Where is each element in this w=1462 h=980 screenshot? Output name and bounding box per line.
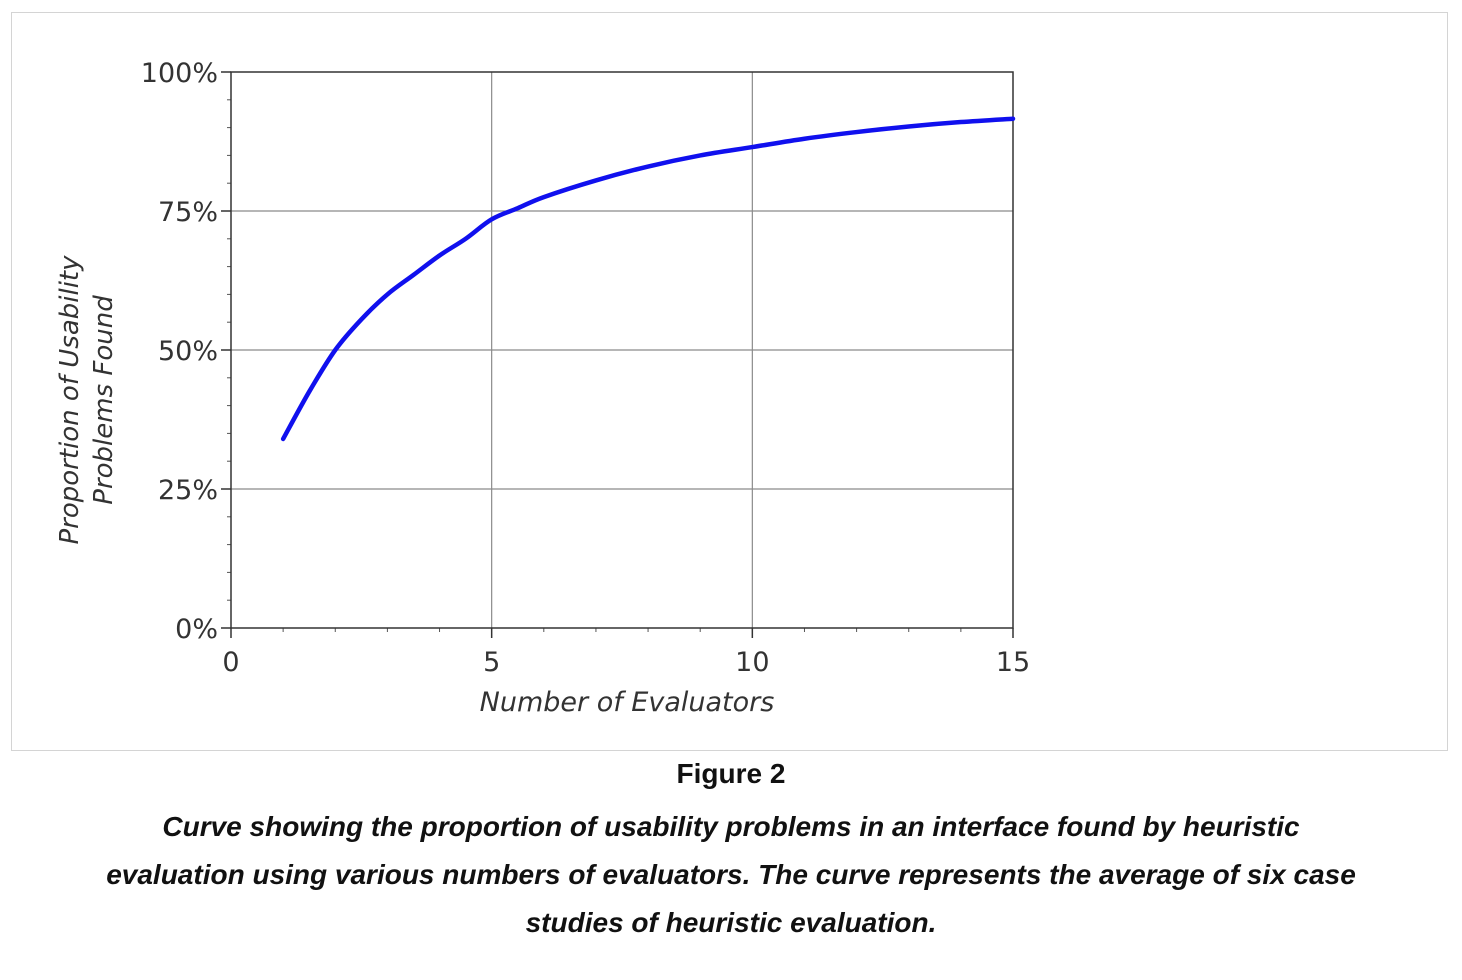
y-tick-label: 100% [141, 58, 218, 89]
x-axis-title: Number of Evaluators [480, 687, 775, 718]
y-tick-label: 0% [175, 614, 218, 645]
figure-number: Figure 2 [676, 758, 786, 789]
caption-line: evaluation using various numbers of eval… [106, 859, 1356, 890]
y-tick-labels: 0% 25% 50% 75% 100% [141, 58, 218, 645]
chart-frame: 0% 25% 50% 75% 100% 0 5 10 15 Number of Evaluat… [11, 12, 1448, 751]
x-tick-label: 15 [996, 647, 1030, 678]
x-tick-label: 5 [483, 647, 500, 678]
x-tick-labels: 0 5 10 15 [222, 647, 1030, 678]
series-line [280, 116, 1016, 442]
y-axis-title: Proportion of Usability Problems Found [55, 255, 119, 545]
y-tick-label: 75% [158, 197, 218, 228]
caption-line: studies of heuristic evaluation. [525, 907, 937, 938]
grid-lines [231, 72, 1013, 628]
y-tick-label: 50% [158, 336, 218, 367]
y-tick-label: 25% [158, 475, 218, 506]
line-chart: 0% 25% 50% 75% 100% 0 5 10 15 Number of Evaluat… [55, 58, 1030, 718]
x-tick-label: 10 [735, 647, 769, 678]
x-tick-label: 0 [222, 647, 239, 678]
figure-caption: Curve showing the proportion of usabilit… [0, 803, 1462, 947]
caption-line: Curve showing the proportion of usabilit… [162, 811, 1300, 842]
y-axis-title-line: Proportion of Usability [55, 255, 85, 545]
major-ticks [221, 71, 1014, 638]
y-axis-title-line: Problems Found [89, 295, 119, 505]
